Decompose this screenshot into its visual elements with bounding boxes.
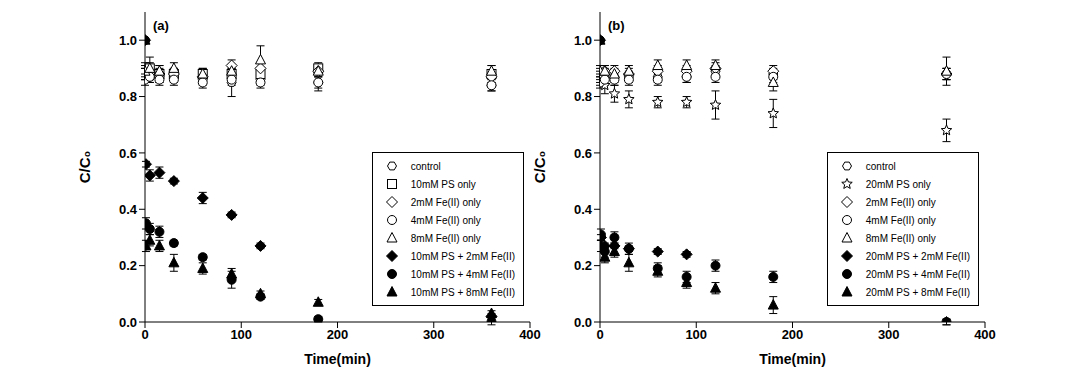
html-text:8mM Fe(II) only: 8mM Fe(II) only <box>410 232 481 244</box>
svg-text:200: 200 <box>782 327 804 342</box>
html-text:20mM PS + 8mM Fe(II): 20mM PS + 8mM Fe(II) <box>865 286 970 298</box>
svg-text:Time(min): Time(min) <box>759 351 826 367</box>
svg-text:0.0: 0.0 <box>119 315 137 330</box>
svg-text:0: 0 <box>596 327 603 342</box>
svg-text:0.6: 0.6 <box>574 146 592 161</box>
html-text:10mM PS + 4mM Fe(II): 10mM PS + 4mM Fe(II) <box>410 268 515 280</box>
html-text:control: control <box>865 160 896 172</box>
svg-text:0.0: 0.0 <box>574 315 592 330</box>
html-text:4mM Fe(II) only: 4mM Fe(II) only <box>865 214 936 226</box>
svg-text:200: 200 <box>327 327 349 342</box>
svg-text:100: 100 <box>230 327 252 342</box>
svg-text:300: 300 <box>878 327 900 342</box>
html-text:4mM Fe(II) only: 4mM Fe(II) only <box>410 214 481 226</box>
html-text:10mM PS + 8mM Fe(II): 10mM PS + 8mM Fe(II) <box>410 286 515 298</box>
html-text:10mM PS only: 10mM PS only <box>410 178 476 190</box>
html-text:20mM PS only: 20mM PS only <box>865 178 931 190</box>
svg-text:300: 300 <box>423 327 445 342</box>
html-text:10mM PS + 2mM Fe(II): 10mM PS + 2mM Fe(II) <box>410 250 515 262</box>
html-text:control: control <box>410 160 441 172</box>
svg-text:0.8: 0.8 <box>574 89 592 104</box>
svg-text:C/C₀: C/C₀ <box>531 151 548 184</box>
html-text:(a): (a) <box>153 18 169 33</box>
html-text:20mM PS + 2mM Fe(II): 20mM PS + 2mM Fe(II) <box>865 250 970 262</box>
svg-text:Time(min): Time(min) <box>304 351 371 367</box>
svg-text:0.2: 0.2 <box>119 258 137 273</box>
svg-text:0.4: 0.4 <box>119 202 138 217</box>
svg-text:100: 100 <box>685 327 707 342</box>
svg-text:0: 0 <box>141 327 148 342</box>
svg-text:400: 400 <box>974 327 996 342</box>
html-text:20mM PS + 4mM Fe(II): 20mM PS + 4mM Fe(II) <box>865 268 970 280</box>
html-text:2mM Fe(II) only: 2mM Fe(II) only <box>410 196 481 208</box>
html-text:(b): (b) <box>608 18 625 33</box>
svg-text:0.2: 0.2 <box>574 258 592 273</box>
svg-text:0.6: 0.6 <box>119 146 137 161</box>
svg-text:1.0: 1.0 <box>119 33 137 48</box>
html-text:8mM Fe(II) only: 8mM Fe(II) only <box>865 232 936 244</box>
svg-text:C/C₀: C/C₀ <box>76 151 93 184</box>
svg-text:0.8: 0.8 <box>119 89 137 104</box>
svg-text:400: 400 <box>519 327 541 342</box>
html-text:2mM Fe(II) only: 2mM Fe(II) only <box>865 196 936 208</box>
svg-text:0.4: 0.4 <box>574 202 593 217</box>
svg-text:1.0: 1.0 <box>574 33 592 48</box>
